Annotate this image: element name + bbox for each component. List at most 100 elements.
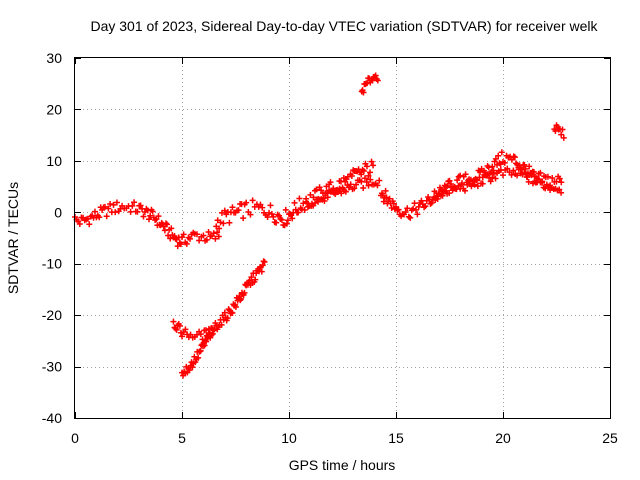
data-point: [552, 127, 559, 134]
data-point: [476, 174, 483, 181]
data-point: [528, 172, 535, 179]
data-point: [164, 221, 171, 228]
series-main-trace: [303, 175, 383, 210]
data-point: [327, 179, 334, 186]
data-point: [145, 216, 152, 223]
data-point: [428, 199, 435, 206]
data-point: [558, 179, 565, 186]
data-point: [446, 190, 453, 197]
series-rising-segment: [179, 258, 268, 379]
data-point: [134, 208, 141, 215]
data-point: [205, 331, 212, 338]
data-point: [510, 153, 517, 160]
data-point: [235, 207, 242, 214]
data-point: [282, 206, 289, 213]
data-point: [173, 326, 180, 333]
x-axis-label: GPS time / hours: [289, 457, 396, 473]
data-point: [273, 219, 280, 226]
data-point: [266, 209, 273, 216]
data-point: [549, 175, 556, 182]
y-tick-label: 30: [46, 50, 62, 66]
data-point: [238, 295, 245, 302]
data-point: [470, 178, 477, 185]
data-point: [489, 163, 496, 170]
data-point: [559, 126, 566, 133]
data-point: [241, 289, 248, 296]
data-point: [197, 347, 204, 354]
data-point: [196, 237, 203, 244]
data-point: [367, 169, 374, 176]
data-point: [257, 201, 264, 208]
data-point: [229, 309, 236, 316]
data-point: [388, 204, 395, 211]
data-point: [410, 205, 417, 212]
data-point: [291, 199, 298, 206]
data-point: [215, 233, 222, 240]
data-point: [203, 236, 210, 243]
data-point: [160, 223, 167, 230]
data-point: [140, 213, 147, 220]
data-point: [177, 241, 184, 248]
x-tick-label: 15: [388, 430, 404, 446]
data-point: [207, 334, 214, 341]
data-point: [195, 354, 202, 361]
y-tick-label: -30: [42, 359, 62, 375]
data-point: [218, 321, 225, 328]
tick-layer: 0 5 10 15 20 25 -40 -30 -20 -10 0 10 20 30: [42, 50, 618, 446]
data-point: [425, 193, 432, 200]
data-point: [515, 166, 522, 173]
y-axis-label: SDTVAR / TECUs: [5, 182, 21, 294]
data-point: [560, 134, 567, 141]
chart-title: Day 301 of 2023, Sidereal Day-to-day VTE…: [90, 18, 598, 34]
data-point: [471, 181, 478, 188]
data-point: [342, 188, 349, 195]
data-point: [514, 172, 521, 179]
data-point: [495, 152, 502, 159]
data-point: [353, 181, 360, 188]
data-point: [360, 184, 367, 191]
data-point: [367, 176, 374, 183]
data-point: [259, 262, 266, 269]
data-point: [187, 331, 194, 338]
data-point: [247, 211, 254, 218]
data-point: [237, 297, 244, 304]
data-point: [110, 201, 117, 208]
y-tick-label: -20: [42, 307, 62, 323]
data-point: [511, 154, 518, 161]
data-point: [310, 194, 317, 201]
data-point: [369, 77, 376, 84]
data-point: [484, 171, 491, 178]
data-point: [504, 165, 511, 172]
data-point: [201, 342, 208, 349]
data-point: [535, 176, 542, 183]
data-point: [221, 309, 228, 316]
data-point: [193, 231, 200, 238]
x-tick-label: 10: [281, 430, 297, 446]
data-point: [442, 187, 449, 194]
data-point: [537, 169, 544, 176]
data-point: [214, 229, 221, 236]
data-point: [210, 230, 217, 237]
data-point: [439, 192, 446, 199]
data-point: [462, 187, 469, 194]
data-point: [338, 190, 345, 197]
data-point: [200, 232, 207, 239]
data-point: [216, 225, 223, 232]
data-point: [170, 318, 177, 325]
series-main-trace: [72, 199, 222, 250]
data-point: [189, 364, 196, 371]
data-point: [278, 216, 285, 223]
data-point: [267, 202, 274, 209]
data-point: [212, 235, 219, 242]
data-point: [446, 177, 453, 184]
data-point: [415, 203, 422, 210]
data-point: [374, 182, 381, 189]
data-point: [418, 197, 425, 204]
data-point: [224, 315, 231, 322]
data-point: [206, 330, 213, 337]
data-point: [361, 175, 368, 182]
data-point: [316, 184, 323, 191]
data-point: [182, 326, 189, 333]
data-point: [248, 274, 255, 281]
